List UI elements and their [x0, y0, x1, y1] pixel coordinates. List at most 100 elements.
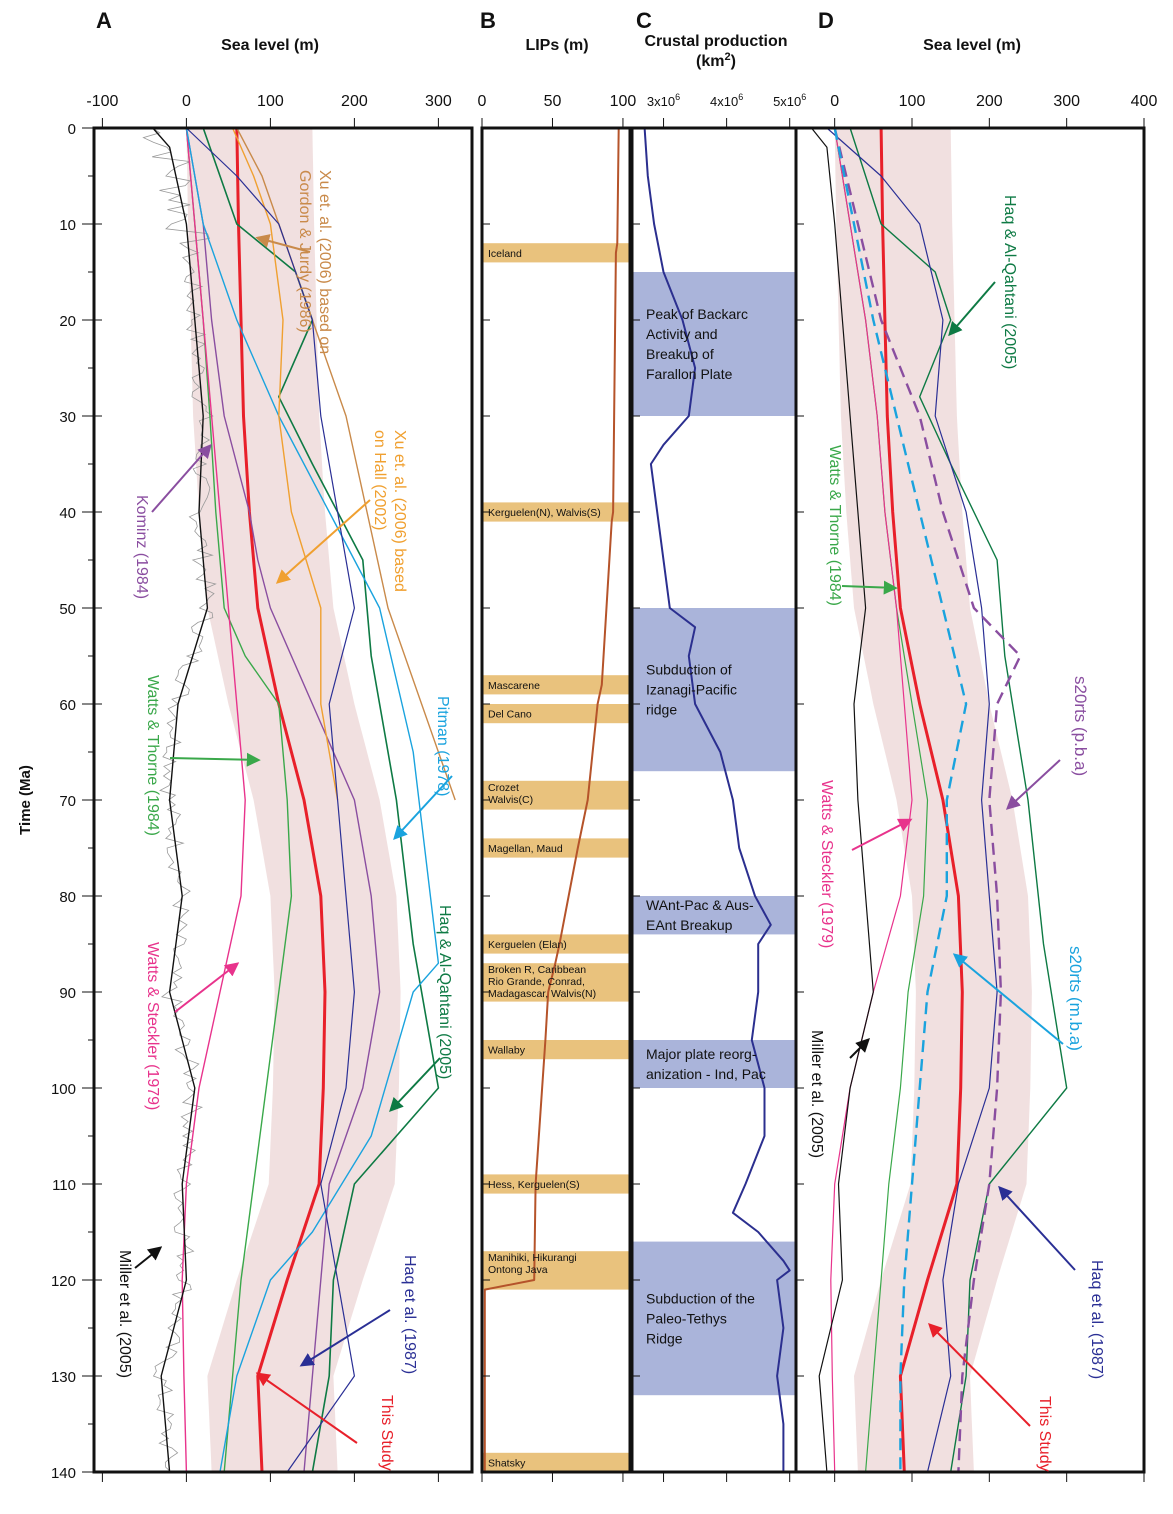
svg-text:Xu et. al. (2006) based on: Xu et. al. (2006) based on — [316, 170, 333, 354]
lip-bar-label: Broken R, Caribbean — [488, 964, 586, 976]
arrow-xu-hall — [275, 499, 371, 584]
event-boxes — [483, 243, 795, 1472]
svg-text:Haq et al. (1987): Haq et al. (1987) — [401, 1255, 418, 1374]
y-axis-label: Time (Ma) — [17, 765, 34, 835]
lip-bar-label: Manihiki, Hikurangi — [488, 1252, 577, 1264]
x-tick-label: 300 — [1053, 93, 1080, 110]
y-tick-label: 120 — [51, 1273, 76, 1290]
lip-bar — [483, 1040, 629, 1060]
x-tick-label: 3x106 — [647, 92, 680, 109]
lip-bar-label: Del Cano — [488, 709, 532, 721]
arrow-pitman — [393, 775, 453, 841]
svg-text:s20rts (m.b.a): s20rts (m.b.a) — [1066, 946, 1085, 1051]
panel-d-series-haq-et-al-1987 — [826, 127, 998, 1473]
svg-text:Haq et al. (1987): Haq et al. (1987) — [1088, 1260, 1105, 1379]
panel-a-series-miller-et-al-2005 — [152, 127, 209, 1473]
y-tick-label: 20 — [59, 313, 76, 330]
arrow-d-watts-steckler — [851, 818, 913, 851]
y-tick-label: 80 — [59, 889, 76, 906]
panel-d-series-this-study — [879, 127, 964, 1473]
lip-bar-label: Mascarene — [488, 680, 540, 692]
arrow-watts-steckler — [174, 962, 240, 1013]
tectonic-event-box — [633, 1040, 795, 1088]
svg-text:This Study: This Study — [378, 1395, 395, 1471]
arrow-miller — [134, 1246, 163, 1269]
svg-text:Miller et al. (2005): Miller et al. (2005) — [116, 1250, 133, 1378]
annotations: Iceland Kerguelen(N), Walvis(S) Mascarene D… — [116, 170, 1105, 1472]
panel-d-series-s20rts-p-b-a — [833, 127, 1022, 1473]
uncertainty-envelopes — [142, 127, 1032, 1473]
label-d-watts-steckler: Watts & Steckler (1979) — [818, 780, 835, 948]
panel-a-series-watts-thorne-1984 — [185, 127, 293, 1473]
x-tick-label: 400 — [1131, 93, 1158, 110]
x-tick-label: 50 — [544, 93, 562, 110]
arrow-xu-gordon — [255, 234, 311, 253]
x-tick-label: 0 — [830, 93, 839, 110]
panel-letter-d: D — [818, 8, 834, 33]
x-tick-label: 200 — [976, 93, 1003, 110]
x-tick-label: 4x106 — [710, 92, 743, 109]
svg-text:Watts & Steckler (1979): Watts & Steckler (1979) — [144, 942, 161, 1110]
arrow-d-watts-thorne — [841, 580, 898, 595]
y-tick-label: 30 — [59, 409, 76, 426]
arrow-this-study — [255, 1372, 358, 1444]
tectonic-event-label: anization - Ind, Pac — [646, 1066, 766, 1082]
svg-text:on Hall (2002): on Hall (2002) — [371, 430, 388, 531]
label-s20rts-mba: s20rts (m.b.a) — [1066, 946, 1085, 1051]
label-d-miller: Miller et al. (2005) — [808, 1030, 825, 1158]
lip-bar — [483, 1452, 629, 1472]
tectonic-event-label: Izanagi-Pacific — [646, 682, 737, 698]
panel-d-series-haq-al-qahtani-2005 — [849, 127, 1068, 1473]
panel-a-series-xu-et-al-2006-based-on-hall-2002 — [231, 127, 339, 801]
label-haq87: Haq et al. (1987) — [401, 1255, 418, 1374]
tectonic-event-label: Peak of Backarc — [646, 306, 748, 322]
panel-b-title: LIPs (m) — [525, 37, 588, 54]
panel-letter-b: B — [480, 8, 496, 33]
panel-letter-c: C — [636, 8, 652, 33]
svg-text:Haq & Al-Qahtani (2005): Haq & Al-Qahtani (2005) — [436, 905, 453, 1079]
panel-letter-a: A — [96, 8, 112, 33]
lip-bar-label: Hess, Kerguelen(S) — [488, 1179, 580, 1191]
panel-a-title: Sea level (m) — [221, 37, 319, 54]
y-tick-label: 110 — [52, 1177, 76, 1194]
tectonic-event-label: Activity and — [646, 326, 718, 342]
tectonic-event-label: ridge — [646, 702, 677, 718]
tectonic-event-label: WAnt-Pac & Aus- — [646, 897, 754, 913]
lip-bar-label: Rio Grande, Conrad, — [488, 976, 585, 988]
x-tick-label: 0 — [182, 93, 191, 110]
tectonic-event-label: Subduction of the — [646, 1290, 755, 1306]
lip-bar — [483, 1174, 629, 1194]
x-tick-label: 100 — [257, 93, 284, 110]
tectonic-event-label: Subduction of — [646, 662, 732, 678]
label-d-haq87: Haq et al. (1987) — [1088, 1260, 1105, 1379]
arrow-d-miller — [849, 1038, 870, 1059]
y-tick-label: 60 — [59, 697, 76, 714]
panel-a-series-haq-et-al-1987 — [185, 127, 355, 1473]
lip-bar — [483, 502, 629, 522]
label-d-haq-alqahtani: Haq & Al-Qahtani (2005) — [1001, 195, 1018, 369]
lip-bar — [483, 780, 629, 810]
label-s20rts-pba: s20rts (p.b.a) — [1071, 676, 1090, 776]
panel-d-envelope — [834, 128, 1032, 1472]
panel-c-title: Crustal production — [644, 33, 787, 50]
label-haq-alqahtani: Haq & Al-Qahtani (2005) — [436, 905, 453, 1079]
tectonic-event-label: Breakup of — [646, 346, 714, 362]
lip-bar — [483, 675, 629, 695]
svg-text:Xu et. al. (2006) based: Xu et. al. (2006) based — [391, 430, 408, 592]
svg-text:Miller et al. (2005): Miller et al. (2005) — [808, 1030, 825, 1158]
panel-c-unit: (km2) — [696, 51, 736, 70]
tectonic-event-label: Paleo-Tethys — [646, 1310, 727, 1326]
y-tick-label: 130 — [51, 1369, 76, 1386]
x-tick-label: 100 — [610, 93, 637, 110]
y-tick-label: 40 — [59, 505, 76, 522]
y-tick-label: 100 — [51, 1081, 76, 1098]
panel-d-title: Sea level (m) — [923, 37, 1021, 54]
panel-a-envelope — [186, 128, 401, 1472]
lip-bar-label: Kerguelen (Elan) — [488, 939, 567, 951]
tectonic-event-label: Major plate reorg- — [646, 1046, 757, 1062]
lip-bar-label: Iceland — [488, 248, 522, 260]
label-d-watts-thorne: Watts & Thorne (1984) — [826, 445, 843, 606]
tectonic-event-label: Farallon Plate — [646, 366, 733, 382]
tectonic-event-box — [633, 272, 795, 416]
